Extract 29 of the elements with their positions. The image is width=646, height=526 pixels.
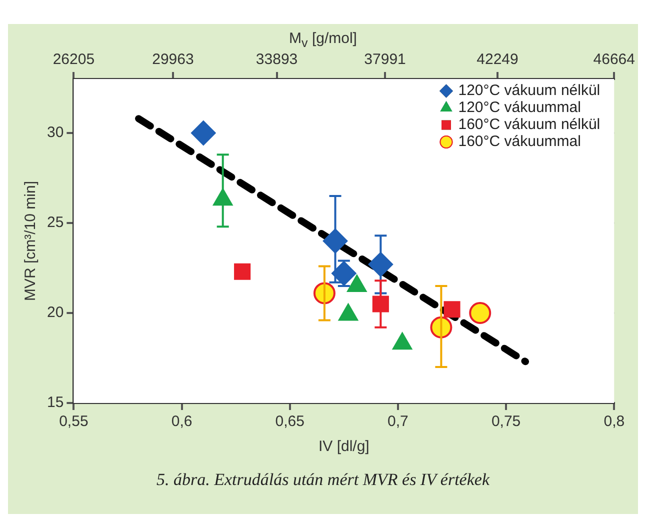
point <box>190 120 216 146</box>
x-tick-label: 0,65 <box>275 413 304 430</box>
y-tick-label: 20 <box>46 304 64 322</box>
legend-label: 120°C vákuummal <box>458 99 581 116</box>
y-axis-title: MVR [cm³/10 min] <box>22 180 40 302</box>
x2-axis-title: M$_{v}$ [g/mol] <box>288 30 358 50</box>
x2-tick-label: 33893 <box>256 51 298 68</box>
y-tick-label: 15 <box>46 394 64 412</box>
point <box>444 301 460 318</box>
x-tick-label: 0,8 <box>604 413 625 430</box>
x-tick-label: 0,6 <box>171 413 192 430</box>
x2-tick-label: 42249 <box>476 51 518 68</box>
point <box>234 263 251 280</box>
point <box>469 302 492 324</box>
y-tick-label: 25 <box>46 214 64 232</box>
x2-tick-label: 29963 <box>152 51 194 68</box>
x-tick-label: 0,7 <box>388 413 408 430</box>
x-axis-title: IV [dl/g] <box>318 438 370 456</box>
legend-label: 160°C vákuummal <box>458 133 581 150</box>
legend-label: 160°C vákuum nélkül <box>458 116 600 134</box>
x2-tick-label: 37991 <box>364 51 406 68</box>
x-tick-label: 0,75 <box>491 413 521 430</box>
legend-label: 120°C vákuum nélkül <box>458 82 600 100</box>
x-tick-label: 0,55 <box>59 413 88 430</box>
x2-tick-label: 46664 <box>593 51 636 68</box>
x2-tick-label: 26205 <box>52 51 95 68</box>
text: 5. ábra. Extrudálás után mért MVR és IV értékek <box>155 470 491 490</box>
point <box>372 296 389 312</box>
y-tick-label: 30 <box>46 124 64 142</box>
